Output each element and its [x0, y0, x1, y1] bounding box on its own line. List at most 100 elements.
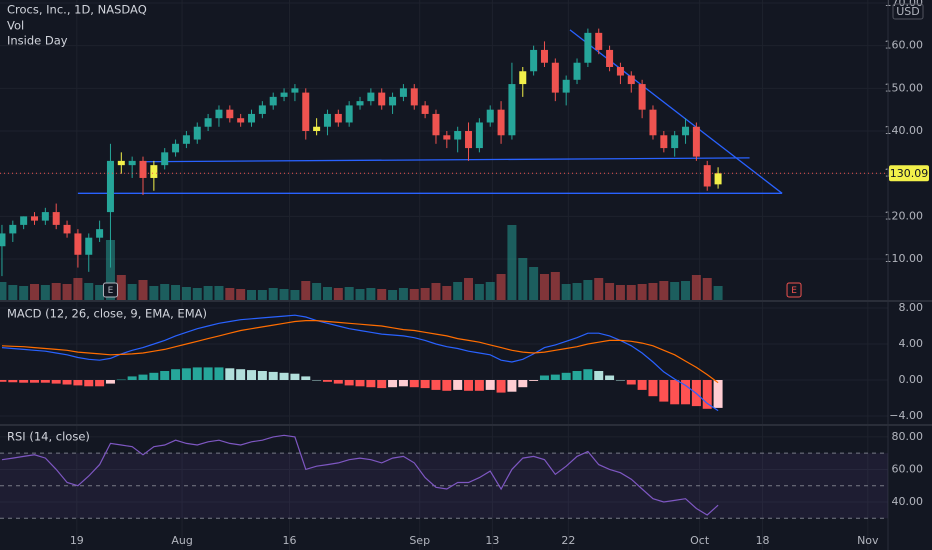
volume-bar [615, 285, 625, 300]
rsi-line [1, 434, 719, 516]
volume-bar [355, 289, 365, 300]
histogram-bar [485, 380, 495, 390]
histogram-bar [333, 380, 343, 384]
histogram-bar [138, 374, 148, 381]
histogram-bar [30, 380, 40, 383]
volume-bar [160, 284, 170, 300]
y-tick-label: 80.00 [892, 430, 924, 443]
histogram-bar [19, 380, 29, 383]
histogram-bar [637, 380, 647, 390]
x-tick-label: Nov [857, 534, 879, 547]
indicator-title: Inside Day [7, 34, 68, 48]
volume-bar [583, 280, 593, 300]
histogram-bar [40, 380, 50, 383]
candle-body [313, 126, 321, 132]
trendline [569, 29, 783, 194]
histogram-bar [181, 368, 191, 381]
volume-bar [366, 288, 376, 300]
volume-bar [322, 287, 332, 300]
histogram-bar [149, 372, 159, 381]
candle-body [703, 165, 711, 187]
histogram-bar [626, 380, 636, 385]
volume-bar [474, 284, 484, 300]
candle-body [378, 92, 386, 106]
volume-bar [539, 274, 549, 300]
volume-bar [51, 283, 61, 300]
candle-body [627, 75, 635, 85]
y-tick-label: 0.00 [899, 373, 924, 386]
volume-bar [388, 290, 398, 300]
candle-body [345, 105, 353, 123]
x-tick-label: 22 [561, 534, 575, 547]
histogram-bar [409, 380, 419, 388]
candle-body [660, 135, 668, 149]
y-tick-label: 8.00 [899, 301, 924, 314]
trendline [139, 157, 750, 163]
candle-body [85, 237, 93, 255]
y-tick-label: 140.00 [885, 124, 924, 137]
volume-bar [8, 285, 18, 300]
candle-body [389, 96, 397, 106]
histogram-bar [442, 380, 452, 391]
volume-bar [290, 290, 300, 300]
candle-body [595, 32, 603, 50]
y-tick-label: 60.00 [892, 462, 924, 475]
candle-body [443, 135, 451, 140]
volume-bar [73, 278, 83, 300]
candle-body [616, 66, 624, 76]
volume-bar [464, 278, 474, 300]
histogram-bar [257, 371, 267, 381]
y-tick-label: −4.00 [889, 409, 923, 422]
candle-body [497, 109, 505, 136]
candle-body [671, 135, 679, 149]
histogram-bar [583, 369, 593, 381]
histogram-bar [0, 380, 7, 382]
volume-bar [116, 275, 126, 300]
candle-body [41, 212, 49, 221]
histogram-bar [518, 380, 528, 388]
histogram-bar [171, 369, 181, 381]
histogram-bar [605, 375, 615, 381]
volume-bar [377, 289, 387, 300]
candle-body [31, 216, 39, 221]
histogram-bar [561, 372, 571, 381]
volume-bar [550, 272, 560, 300]
candle-body [551, 62, 559, 93]
volume-bar [626, 285, 636, 300]
histogram-bar [659, 380, 669, 402]
histogram-bar [344, 380, 354, 386]
histogram-bar [127, 376, 137, 381]
volume-bar [648, 283, 658, 300]
volume-bar [149, 286, 159, 300]
candle-body [269, 96, 277, 106]
currency-label: USD [896, 5, 920, 18]
candle-body [139, 160, 147, 178]
histogram-bar [529, 380, 539, 381]
histogram-bar [116, 379, 126, 381]
histogram-bar [377, 380, 387, 389]
histogram-bar [398, 380, 408, 387]
candle-body [258, 105, 266, 114]
volume-bar [279, 289, 289, 300]
volume-bar [681, 281, 691, 300]
volume-bar [561, 284, 571, 300]
volume-bar [485, 282, 495, 300]
last-price-box [889, 165, 929, 182]
chart-title: Crocs, Inc., 1D, NASDAQ [7, 3, 147, 17]
candle-body [421, 105, 429, 114]
candle-body [52, 212, 60, 225]
volume-bar [637, 284, 647, 300]
histogram-bar [496, 380, 506, 393]
candle-body [182, 135, 190, 144]
histogram-bar [366, 380, 376, 388]
candle-body [117, 160, 125, 166]
candle-body [302, 92, 310, 132]
candle-body [248, 113, 256, 123]
candle-body [150, 165, 158, 178]
candle-body [63, 224, 71, 234]
x-tick-label: 18 [756, 534, 770, 547]
volume-bar [496, 274, 506, 300]
